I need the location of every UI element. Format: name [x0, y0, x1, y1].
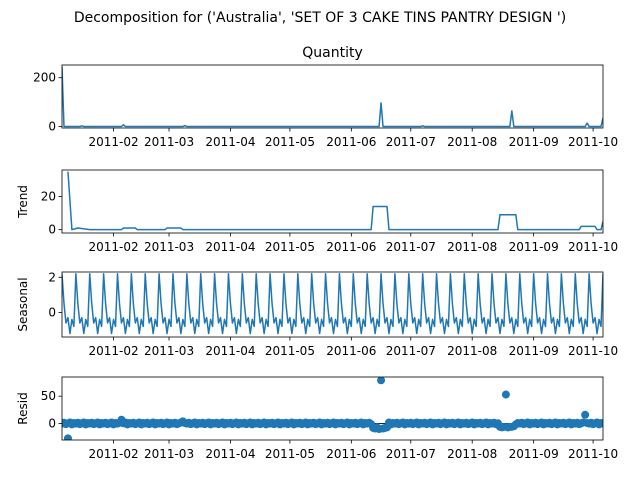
y-tick-label: 0 [48, 305, 56, 319]
x-tick-label: 2011-02 [88, 240, 138, 254]
y-tick-label: 200 [33, 71, 56, 85]
x-tick-label: 2011-05 [265, 447, 315, 461]
x-tick-label: 2011-03 [144, 240, 194, 254]
x-tick-label: 2011-09 [509, 135, 559, 149]
y-axis-label: Seasonal [16, 277, 30, 331]
panel-seasonal: Seasonal 0 2 2011-02 2011-03 2011-04 2011-05 20… [16, 270, 618, 358]
resid-point [599, 419, 603, 428]
x-tick-label: 2011-05 [265, 135, 315, 149]
resid-point [581, 410, 590, 419]
x-tick-label: 2011-07 [386, 447, 436, 461]
axes-frame [61, 271, 604, 338]
x-tick-label: 2011-09 [509, 240, 559, 254]
x-tick-label: 2011-03 [144, 135, 194, 149]
x-tick-label: 2011-06 [326, 135, 376, 149]
x-tick-label: 2011-04 [205, 447, 255, 461]
x-tick-label: 2011-02 [88, 135, 138, 149]
x-tick-label: 2011-03 [144, 447, 194, 461]
y-tick-label: 0 [48, 417, 56, 431]
x-tick-label: 2011-04 [205, 135, 255, 149]
y-tick-label: 50 [41, 389, 56, 403]
panel-quantity: Quantity 0 200 2011-02 2011-03 2011-04 2011-05… [33, 45, 618, 149]
series-line-seasonal [62, 273, 603, 335]
y-tick-label: 0 [48, 223, 56, 237]
plot-area [62, 377, 603, 440]
y-tick-label: 20 [41, 190, 56, 204]
x-tick-label: 2011-10 [568, 447, 618, 461]
y-tick-label: 0 [48, 120, 56, 134]
panel-title: Quantity [302, 45, 363, 61]
axes-frame [61, 376, 604, 441]
resid-point [501, 390, 510, 399]
x-tick-label: 2011-09 [509, 344, 559, 358]
x-tick-label: 2011-04 [205, 344, 255, 358]
resid-point [63, 434, 72, 440]
y-axis-label: Resid [16, 392, 30, 424]
y-tick-label: 2 [48, 270, 56, 284]
x-tick-label: 2011-06 [326, 240, 376, 254]
axes-frame [61, 64, 604, 129]
x-tick-label: 2011-03 [144, 344, 194, 358]
panel-resid: Resid 0 50 2011-02 2011-03 2011-04 2011-05 2011… [16, 376, 618, 461]
x-tick-label: 2011-04 [205, 240, 255, 254]
x-tick-label: 2011-10 [568, 135, 618, 149]
x-tick-label: 2011-07 [386, 135, 436, 149]
x-tick-label: 2011-08 [447, 447, 497, 461]
x-tick-label: 2011-08 [447, 240, 497, 254]
x-tick-label: 2011-07 [386, 240, 436, 254]
x-tick-label: 2011-05 [265, 344, 315, 358]
series-line-quantity [62, 66, 603, 128]
plot-area [67, 171, 603, 231]
x-tick-label: 2011-10 [568, 240, 618, 254]
series-line-trend [67, 171, 603, 231]
plot-area [62, 66, 603, 128]
x-tick-label: 2011-02 [88, 344, 138, 358]
x-tick-label: 2011-10 [568, 344, 618, 358]
x-tick-label: 2011-08 [447, 135, 497, 149]
x-tick-label: 2011-06 [326, 447, 376, 461]
y-axis-label: Trend [16, 185, 30, 219]
x-tick-label: 2011-08 [447, 344, 497, 358]
x-tick-label: 2011-07 [386, 344, 436, 358]
x-tick-label: 2011-06 [326, 344, 376, 358]
axes-frame [61, 169, 604, 234]
x-tick-label: 2011-02 [88, 447, 138, 461]
x-tick-label: 2011-05 [265, 240, 315, 254]
plot-area [62, 273, 603, 335]
resid-point [377, 377, 386, 385]
x-tick-label: 2011-09 [509, 447, 559, 461]
panel-trend: Trend 0 20 2011-02 2011-03 2011-04 2011-05 2011… [16, 169, 618, 254]
figure-title: Decomposition for ('Australia', 'SET OF … [74, 10, 566, 26]
